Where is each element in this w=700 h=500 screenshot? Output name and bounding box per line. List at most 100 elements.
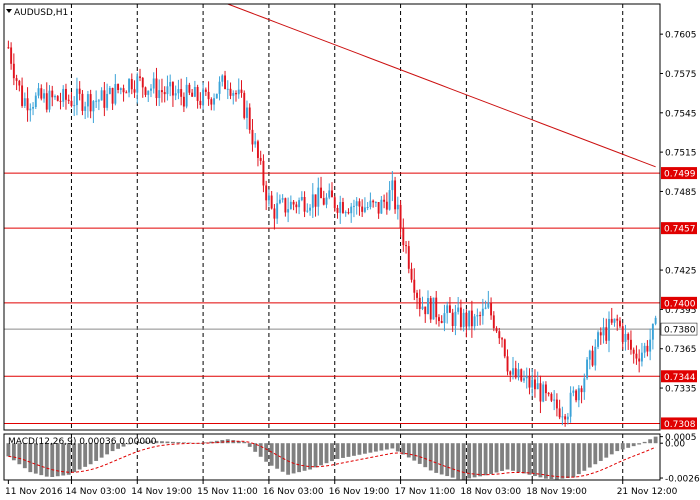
candle-body	[32, 107, 35, 109]
candle-body	[139, 76, 141, 78]
candle-body	[372, 200, 375, 203]
macd-bar	[171, 441, 175, 444]
candle-body	[248, 107, 251, 130]
candle-body	[605, 327, 608, 341]
candle-body	[468, 310, 471, 327]
macd-bar	[247, 443, 252, 447]
macd-bar	[620, 443, 625, 450]
time-label: 18 Nov 03:00	[460, 487, 521, 497]
macd-bar	[72, 443, 77, 473]
candle-body	[385, 201, 388, 210]
candle-body	[435, 297, 438, 318]
candle-body	[86, 94, 89, 107]
macd-bar	[181, 442, 186, 444]
level-label-bg	[661, 370, 697, 383]
candle-body	[298, 200, 301, 208]
candle-body	[15, 78, 18, 81]
macd-bar	[324, 443, 329, 464]
candle-body	[446, 305, 449, 314]
vertical-grid-macd	[70, 434, 624, 480]
candle-body	[407, 246, 410, 269]
candle-body	[643, 345, 646, 353]
price-label-text: 0.7380	[664, 326, 696, 336]
candle-body	[73, 105, 76, 107]
macd-bar	[423, 443, 428, 468]
candle-body	[246, 107, 248, 118]
candle-body	[528, 376, 531, 388]
candle-body	[243, 92, 246, 118]
candle-body	[130, 79, 133, 90]
time-label: 16 Nov 19:00	[329, 487, 390, 497]
macd-bar	[549, 443, 554, 480]
candle-body	[646, 345, 649, 352]
candle-body	[119, 88, 122, 90]
macd-bar	[160, 441, 164, 444]
macd-bar	[516, 443, 521, 473]
macd-bar	[538, 443, 543, 478]
candle-body	[292, 201, 295, 205]
macd-bar	[77, 443, 82, 470]
candle-body	[265, 185, 268, 201]
macd-bar	[28, 443, 33, 473]
candle-body	[613, 318, 616, 323]
macd-bar	[467, 443, 472, 479]
macd-bar	[587, 443, 592, 468]
macd-bar	[565, 443, 570, 479]
candle-body	[490, 302, 493, 316]
candle-body	[410, 268, 413, 280]
macd-bar	[576, 443, 581, 475]
macd-bar	[505, 443, 510, 470]
macd-bar	[335, 443, 340, 459]
candle-body	[78, 88, 81, 94]
candle-body	[256, 141, 259, 158]
macd-bar	[560, 443, 565, 479]
candle-body	[210, 99, 213, 105]
candle-body	[629, 339, 632, 350]
macd-bar	[297, 443, 302, 473]
chart-title: AUDUSD,H1	[14, 8, 68, 18]
candle-body	[193, 86, 196, 97]
candle-body	[199, 100, 202, 106]
macd-bar	[192, 442, 197, 444]
macd-bar	[121, 443, 126, 447]
time-label: 14 Nov 03:00	[65, 487, 126, 497]
candle-body	[251, 129, 254, 145]
macd-bar	[478, 443, 483, 477]
candle-body	[215, 93, 218, 99]
candle-body	[517, 369, 520, 378]
level-label: 0.7344	[664, 373, 696, 383]
macd-histogram	[6, 436, 658, 480]
candle-body	[218, 81, 221, 94]
candle-body	[7, 47, 10, 49]
macd-bar	[258, 443, 263, 457]
level-label: 0.7308	[664, 420, 696, 430]
candle-body	[352, 205, 355, 207]
main-panel: AUDUSD,H1 0.7605 0.7575 0.7545 0.7515 0.7485…	[3, 3, 698, 431]
candle-body	[295, 204, 298, 208]
candle-body	[34, 95, 37, 108]
level-label-bg	[661, 296, 697, 309]
candle-body	[421, 306, 424, 309]
price-tick-label: 0.7605	[665, 31, 697, 41]
macd-bar	[434, 443, 439, 473]
macd-bar	[286, 443, 291, 475]
candle-body	[150, 88, 152, 91]
macd-bar	[83, 443, 88, 467]
candle-body	[18, 80, 21, 86]
candle-body	[158, 90, 161, 99]
candle-body	[399, 204, 402, 228]
candle-body	[402, 227, 405, 246]
candle-body	[635, 353, 638, 359]
macd-bar	[368, 443, 373, 453]
candle-body	[320, 187, 322, 199]
candle-body	[180, 89, 183, 97]
candle-body	[81, 93, 84, 111]
time-label: 11 Nov 2016	[5, 487, 63, 497]
candle-body	[394, 180, 397, 210]
macd-bar	[439, 443, 444, 475]
candle-body	[479, 315, 482, 317]
candle-body	[45, 93, 48, 110]
candle-body	[317, 187, 320, 207]
candle-body	[62, 88, 65, 102]
